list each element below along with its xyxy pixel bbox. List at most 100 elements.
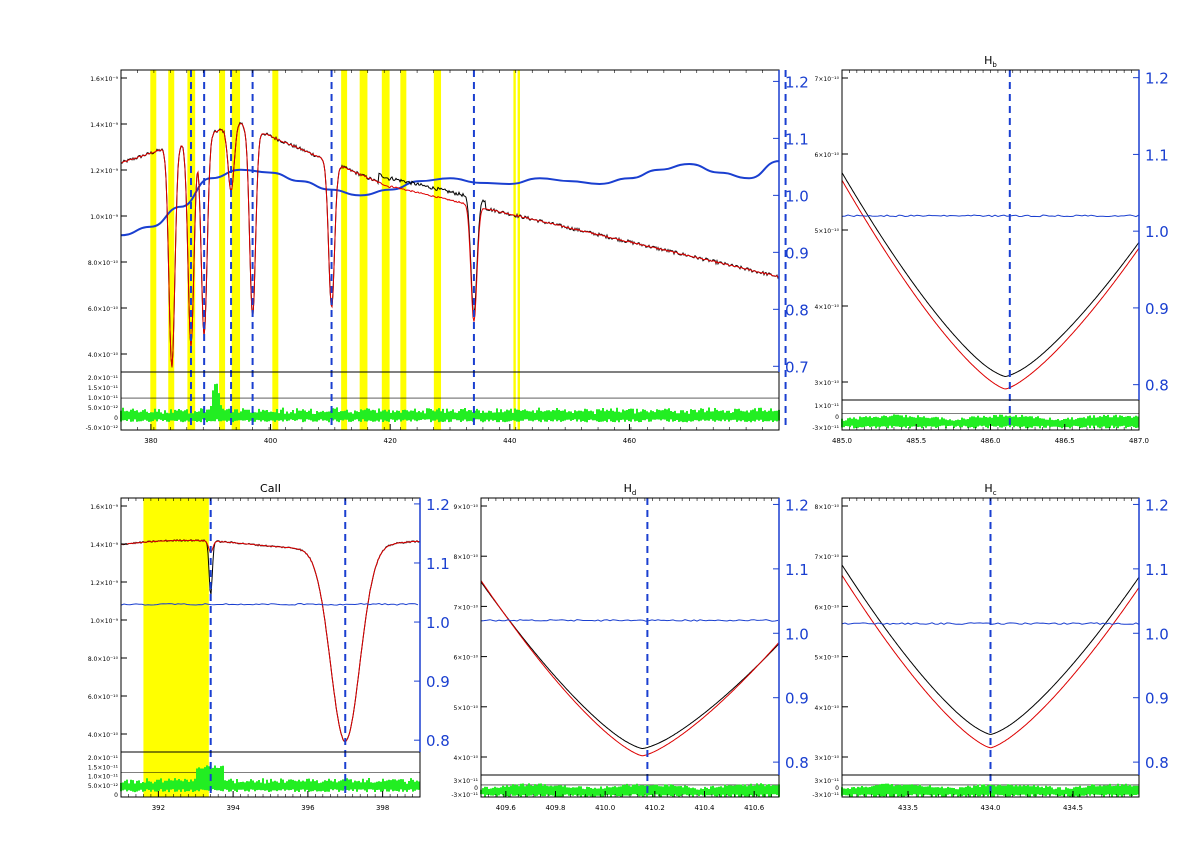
x-tick-label: 409.6: [496, 804, 517, 812]
y-tick-label: 3×10⁻¹⁰: [815, 755, 840, 762]
y-tick-label: 1.6×10⁻⁹: [90, 76, 118, 83]
right-tick-label: 1.2: [426, 496, 450, 514]
right-tick-label: 1.2: [1145, 496, 1169, 514]
y-tick-label: 4.0×10⁻¹⁰: [88, 732, 119, 739]
right-tick-label: 1.1: [1145, 561, 1169, 579]
residual-tick-label: 0: [835, 785, 839, 792]
model-spectrum: [841, 180, 1140, 390]
y-tick-label: 8.0×10⁻¹⁰: [88, 656, 119, 663]
right-tick-label: 0.8: [785, 754, 809, 772]
observed-spectrum: [841, 172, 1140, 378]
right-tick-label: 0.9: [1145, 690, 1169, 708]
mask-region: [359, 70, 368, 430]
residual-tick-label: 1.5×10⁻¹¹: [88, 385, 119, 392]
y-tick-label: 4×10⁻¹⁰: [815, 304, 840, 311]
y-tick-label: 6×10⁻¹⁰: [815, 604, 840, 611]
mask-region: [143, 498, 209, 797]
right-tick-label: 1.0: [1145, 625, 1169, 643]
x-tick-label: 380: [144, 437, 157, 445]
mask-region: [150, 70, 157, 430]
residual-tick-label: -3×10⁻¹¹: [812, 792, 839, 799]
right-tick-label: 1.0: [785, 625, 809, 643]
y-tick-label: 7×10⁻¹⁰: [454, 604, 479, 611]
residual-tick-label: 0: [835, 414, 839, 421]
residual-tick-label: 0: [114, 792, 118, 799]
y-tick-label: 1.2×10⁻⁹: [90, 580, 118, 587]
x-tick-label: 460: [623, 437, 636, 445]
right-tick-label: 1.0: [426, 614, 450, 632]
plot-frame: [841, 69, 1140, 431]
x-tick-label: 434.0: [980, 804, 1000, 812]
mask-region: [513, 70, 516, 430]
x-tick-label: 485.5: [906, 437, 926, 445]
x-tick-label: 486.0: [980, 437, 1000, 445]
mask-region: [517, 70, 520, 430]
model-spectrum: [120, 539, 421, 743]
y-tick-label: 7×10⁻¹⁰: [815, 76, 840, 83]
right-tick-label: 0.7: [785, 358, 809, 376]
mask-region: [341, 70, 348, 430]
mask-region: [272, 70, 279, 430]
residual-tick-label: 1.0×10⁻¹¹: [88, 774, 119, 781]
residual-tick-label: 1.5×10⁻¹¹: [88, 764, 119, 771]
y-tick-label: 5×10⁻¹⁰: [815, 228, 840, 235]
mask-region: [433, 70, 442, 430]
y-tick-label: 8×10⁻¹⁰: [454, 554, 479, 561]
response-line: [480, 619, 779, 622]
right-tick-label: 1.0: [1145, 223, 1169, 241]
x-tick-label: 409.8: [545, 804, 565, 812]
panel-title: Hc: [984, 482, 996, 497]
residual-tick-label: 5.0×10⁻¹²: [88, 783, 119, 790]
right-tick-label: 1.2: [785, 496, 809, 514]
x-tick-label: 410.0: [595, 804, 615, 812]
y-tick-label: 1.4×10⁻⁹: [90, 122, 118, 129]
residual-tick-label: 2.0×10⁻¹¹: [88, 755, 119, 762]
h-gamma-panel: Hc 433.5 434.0 434.5 3×10⁻¹⁰ 4×10⁻¹⁰ 5×10⁻¹⁰ 6×…: [812, 482, 1168, 812]
right-tick-label: 1.1: [785, 130, 809, 148]
x-tick-label: 434.5: [1063, 804, 1083, 812]
y-tick-label: 6.0×10⁻¹⁰: [88, 306, 119, 313]
residual-tick-label: -3×10⁻¹¹: [812, 425, 839, 432]
mask-region: [231, 70, 241, 430]
x-tick-label: 410.4: [694, 804, 715, 812]
y-tick-label: 7×10⁻¹⁰: [815, 554, 840, 561]
residual-tick-label: 5.0×10⁻¹²: [88, 405, 119, 412]
x-tick-label: 400: [264, 437, 277, 445]
y-tick-label: 4×10⁻¹⁰: [815, 705, 840, 712]
right-tick-label: 1.1: [785, 561, 809, 579]
right-tick-label: 1.2: [1145, 70, 1169, 88]
model-spectrum: [841, 575, 1140, 749]
model-spectrum: [480, 580, 780, 757]
residual-tick-label: -5.0×10⁻¹²: [86, 425, 119, 432]
response-line: [120, 602, 419, 606]
x-tick-label: 398: [376, 804, 389, 812]
mask-region: [381, 70, 390, 430]
y-tick-label: 8×10⁻¹⁰: [815, 504, 840, 511]
panel-title-subscript: c: [993, 489, 997, 497]
residual-tick-label: 0: [114, 415, 118, 422]
mask-region: [400, 70, 407, 430]
x-tick-label: 440: [503, 437, 516, 445]
residual-tick-label: 3×10⁻¹¹: [454, 778, 479, 785]
residual-tick-label: 0: [474, 785, 478, 792]
ca-ii-panel: CaII 392 394 396 398 4.0×10⁻¹⁰ 6.0×10⁻¹⁰ 8.0×10…: [88, 482, 450, 812]
plot-frame: [480, 497, 780, 798]
response-line: [841, 622, 1140, 625]
y-tick-label: 6×10⁻¹⁰: [815, 152, 840, 159]
x-tick-label: 486.5: [1055, 437, 1075, 445]
y-tick-label: 6×10⁻¹⁰: [454, 655, 479, 662]
y-tick-label: 4×10⁻¹⁰: [454, 755, 479, 762]
right-tick-label: 0.8: [785, 301, 809, 319]
y-tick-label: 1.2×10⁻⁹: [90, 168, 118, 175]
right-tick-label: 0.9: [785, 244, 809, 262]
mask-region: [219, 70, 226, 430]
panel-title: CaII: [260, 482, 281, 495]
y-tick-label: 1.0×10⁻⁹: [90, 618, 118, 625]
h-beta-panel: Hb 485.0 485.5 486.0 486.5 487.0 3×10⁻¹⁰ 4×10⁻¹…: [812, 54, 1168, 445]
right-tick-label: 0.8: [1145, 377, 1169, 395]
x-tick-label: 433.5: [898, 804, 918, 812]
right-tick-label: 1.2: [785, 73, 809, 91]
response-line: [841, 214, 1140, 218]
y-tick-label: 6.0×10⁻¹⁰: [88, 694, 119, 701]
